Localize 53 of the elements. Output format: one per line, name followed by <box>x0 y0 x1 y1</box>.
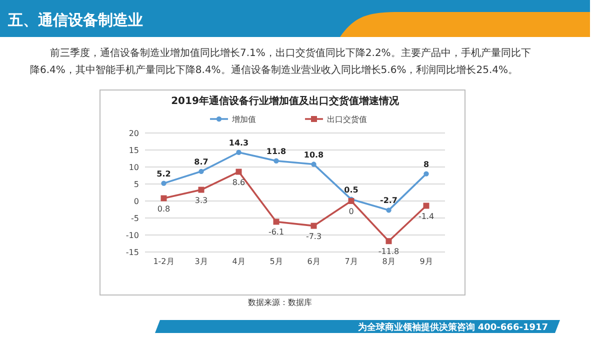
point <box>198 186 204 193</box>
data-label: 0.5 <box>344 185 359 194</box>
data-label: 8 <box>423 160 430 169</box>
data-label: 8.7 <box>194 157 208 166</box>
data-label: 3.3 <box>194 196 208 205</box>
data-label: -2.7 <box>380 196 398 206</box>
y-tick-label: 0 <box>134 197 139 206</box>
point <box>198 168 204 174</box>
y-tick-label: 10 <box>128 163 139 172</box>
point <box>161 180 166 186</box>
legend-label: 增加值 <box>231 115 256 124</box>
y-tick-label: -15 <box>126 248 139 257</box>
x-tick-label: 1-2月 <box>153 257 174 266</box>
y-tick-label: 5 <box>134 180 139 189</box>
x-tick-label: 4月 <box>232 257 246 266</box>
x-tick-label: 9月 <box>420 257 433 266</box>
y-tick-label: 15 <box>128 146 139 155</box>
data-label: 8.6 <box>232 178 246 187</box>
point <box>273 218 280 225</box>
x-tick-label: 8月 <box>382 257 396 266</box>
data-label: 0 <box>348 207 354 216</box>
point <box>311 162 316 167</box>
data-label: -1.4 <box>418 212 434 221</box>
y-tick-label: 20 <box>128 129 139 138</box>
data-label: 5.2 <box>156 169 171 178</box>
data-label: 0.8 <box>157 204 170 214</box>
source-note: 数据来源：数据库 <box>248 298 312 307</box>
chart-subtitle: 前三季度，通信设备制造业增加值同比增长7.1%，出口交货值同比下降2.2%。主要产品中，手机产量同比下降6.4%，其中智能手机产量同比下降8.4%。通信设备制造业营业收入同比增长5.6%，利润同比增长25.4%。 <box>30 46 532 78</box>
data-label: -11.8 <box>378 247 400 256</box>
point <box>160 195 167 202</box>
chart-title: 2019年通信设备行业增加值及出口交货值增速情况 <box>171 95 400 107</box>
data-label: -7.3 <box>306 232 322 241</box>
point <box>423 202 430 209</box>
point <box>424 171 429 176</box>
x-tick-label: 3月 <box>194 257 208 266</box>
legend-label: 出口交货值 <box>327 115 367 124</box>
data-label: -6.1 <box>268 228 284 237</box>
point <box>386 208 392 213</box>
point <box>274 158 279 164</box>
y-tick-label: -5 <box>131 214 139 223</box>
point <box>236 150 242 155</box>
y-tick-label: -10 <box>126 231 139 240</box>
point <box>310 222 317 229</box>
text: 五、通信设备制造业 <box>7 11 143 29</box>
point <box>386 238 392 244</box>
data-label: 14.3 <box>228 138 249 148</box>
x-tick-label: 7月 <box>344 257 358 266</box>
text: 为全球商业领袖提供决策咨询 400-666-1917 <box>358 322 548 333</box>
data-label: 10.8 <box>304 150 324 160</box>
x-tick-label: 5月 <box>270 257 283 266</box>
data-label: 11.8 <box>266 146 287 156</box>
point <box>236 168 242 175</box>
x-tick-label: 6月 <box>307 257 320 266</box>
